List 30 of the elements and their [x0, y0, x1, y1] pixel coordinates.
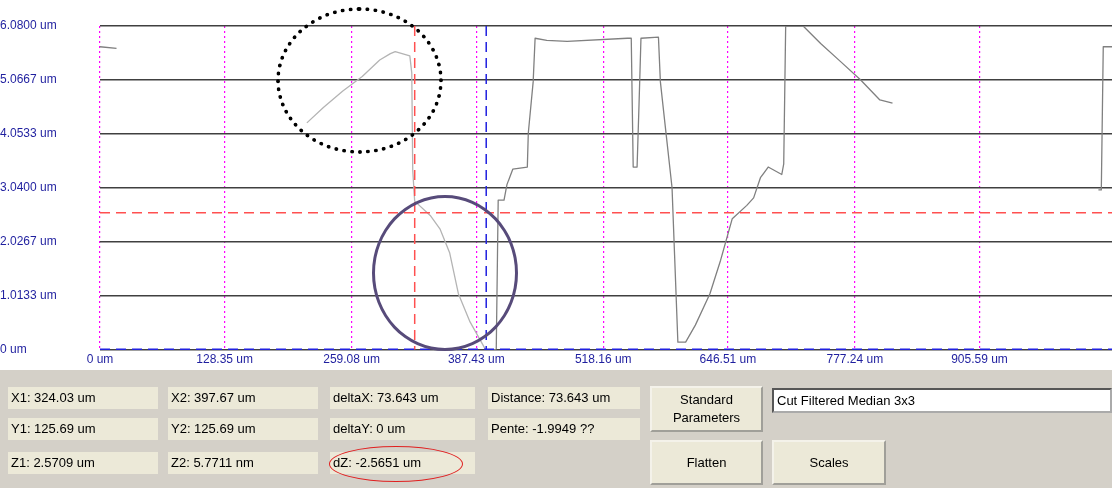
- y-tick-label: 0 um: [0, 341, 27, 356]
- y-tick-label: 4.0533 um: [0, 126, 57, 141]
- y-tick-label: 5.0667 um: [0, 72, 57, 87]
- text: X2: 397.67 um: [168, 387, 318, 409]
- text: Standard Parameters: [650, 386, 763, 432]
- y-tick-label: 3.0400 um: [0, 180, 57, 195]
- x-tick-label: 259.08 um: [323, 352, 380, 367]
- text: Flatten: [650, 440, 763, 485]
- text: Z2: 5.7711 nm: [168, 452, 318, 474]
- text: deltaX: 73.643 um: [330, 387, 475, 409]
- y-tick-label: 2.0267 um: [0, 234, 57, 249]
- x-tick-label: 128.35 um: [196, 352, 254, 367]
- x-tick-label: 0 um: [86, 352, 114, 367]
- x-tick-label: 387.43 um: [447, 352, 505, 367]
- y-tick-label: 1.0133 um: [0, 287, 57, 302]
- x-tick-label: 777.24 um: [826, 352, 884, 367]
- text: X1: 324.03 um: [8, 387, 158, 409]
- text: Y2: 125.69 um: [168, 418, 318, 440]
- text: Scales: [772, 440, 886, 485]
- text: Y1: 125.69 um: [8, 418, 158, 440]
- text: Distance: 73.643 um: [488, 387, 640, 409]
- text: Pente: -1.9949 ??: [488, 418, 640, 440]
- text: Cut Filtered Median 3x3: [772, 388, 1112, 413]
- y-tick-label: 6.0800 um: [0, 18, 57, 33]
- x-tick-label: 905.59 um: [951, 352, 1008, 367]
- x-tick-label: 646.51 um: [699, 352, 757, 367]
- text: deltaY: 0 um: [330, 418, 475, 440]
- text: Z1: 2.5709 um: [8, 452, 158, 474]
- text: dZ: -2.5651 um: [330, 452, 475, 474]
- x-tick-label: 518.16 um: [574, 352, 632, 367]
